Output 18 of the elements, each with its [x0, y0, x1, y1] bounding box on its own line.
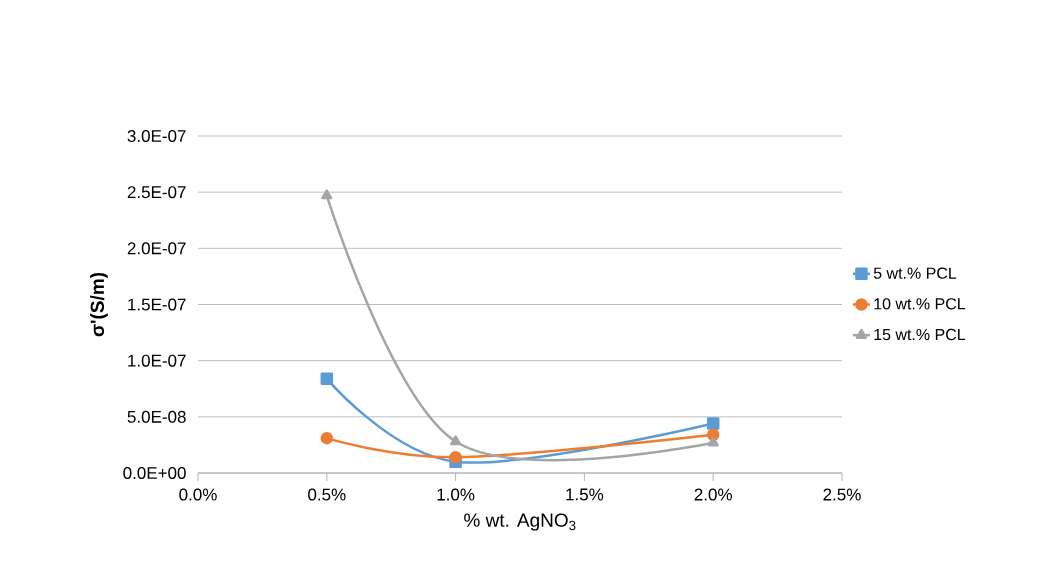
y-tick-label: 1.5E-07	[128, 298, 186, 311]
x-tick-label: 0.5%	[308, 488, 346, 501]
legend-label: 5 wt.% PCL	[873, 267, 957, 279]
x-tick-label: 0.0%	[179, 488, 217, 501]
legend-label: 15 wt.% PCL	[874, 328, 966, 341]
x-tick-label: 2.5%	[823, 488, 861, 501]
y-tick-label: 2.0E-07	[127, 242, 186, 255]
y-axis-title: σ'(S/m)	[90, 272, 108, 337]
x-tick-label: 1.5%	[566, 488, 604, 501]
x-tick-label: 1.0%	[437, 488, 475, 501]
y-tick-label: 3.0E-07	[127, 129, 186, 143]
legend-label: 10 wt.% PCL	[874, 298, 966, 310]
y-tick-label: 1.0E-07	[128, 354, 186, 367]
y-tick-label: 2.5E-07	[127, 186, 186, 199]
x-axis-title: % wt. AgNO$_{3}$	[464, 513, 576, 531]
y-tick-label: 0.0E+00	[123, 466, 186, 480]
x-tick-label: 2.0%	[694, 488, 732, 501]
y-tick-label: 5.0E-08	[127, 410, 186, 423]
